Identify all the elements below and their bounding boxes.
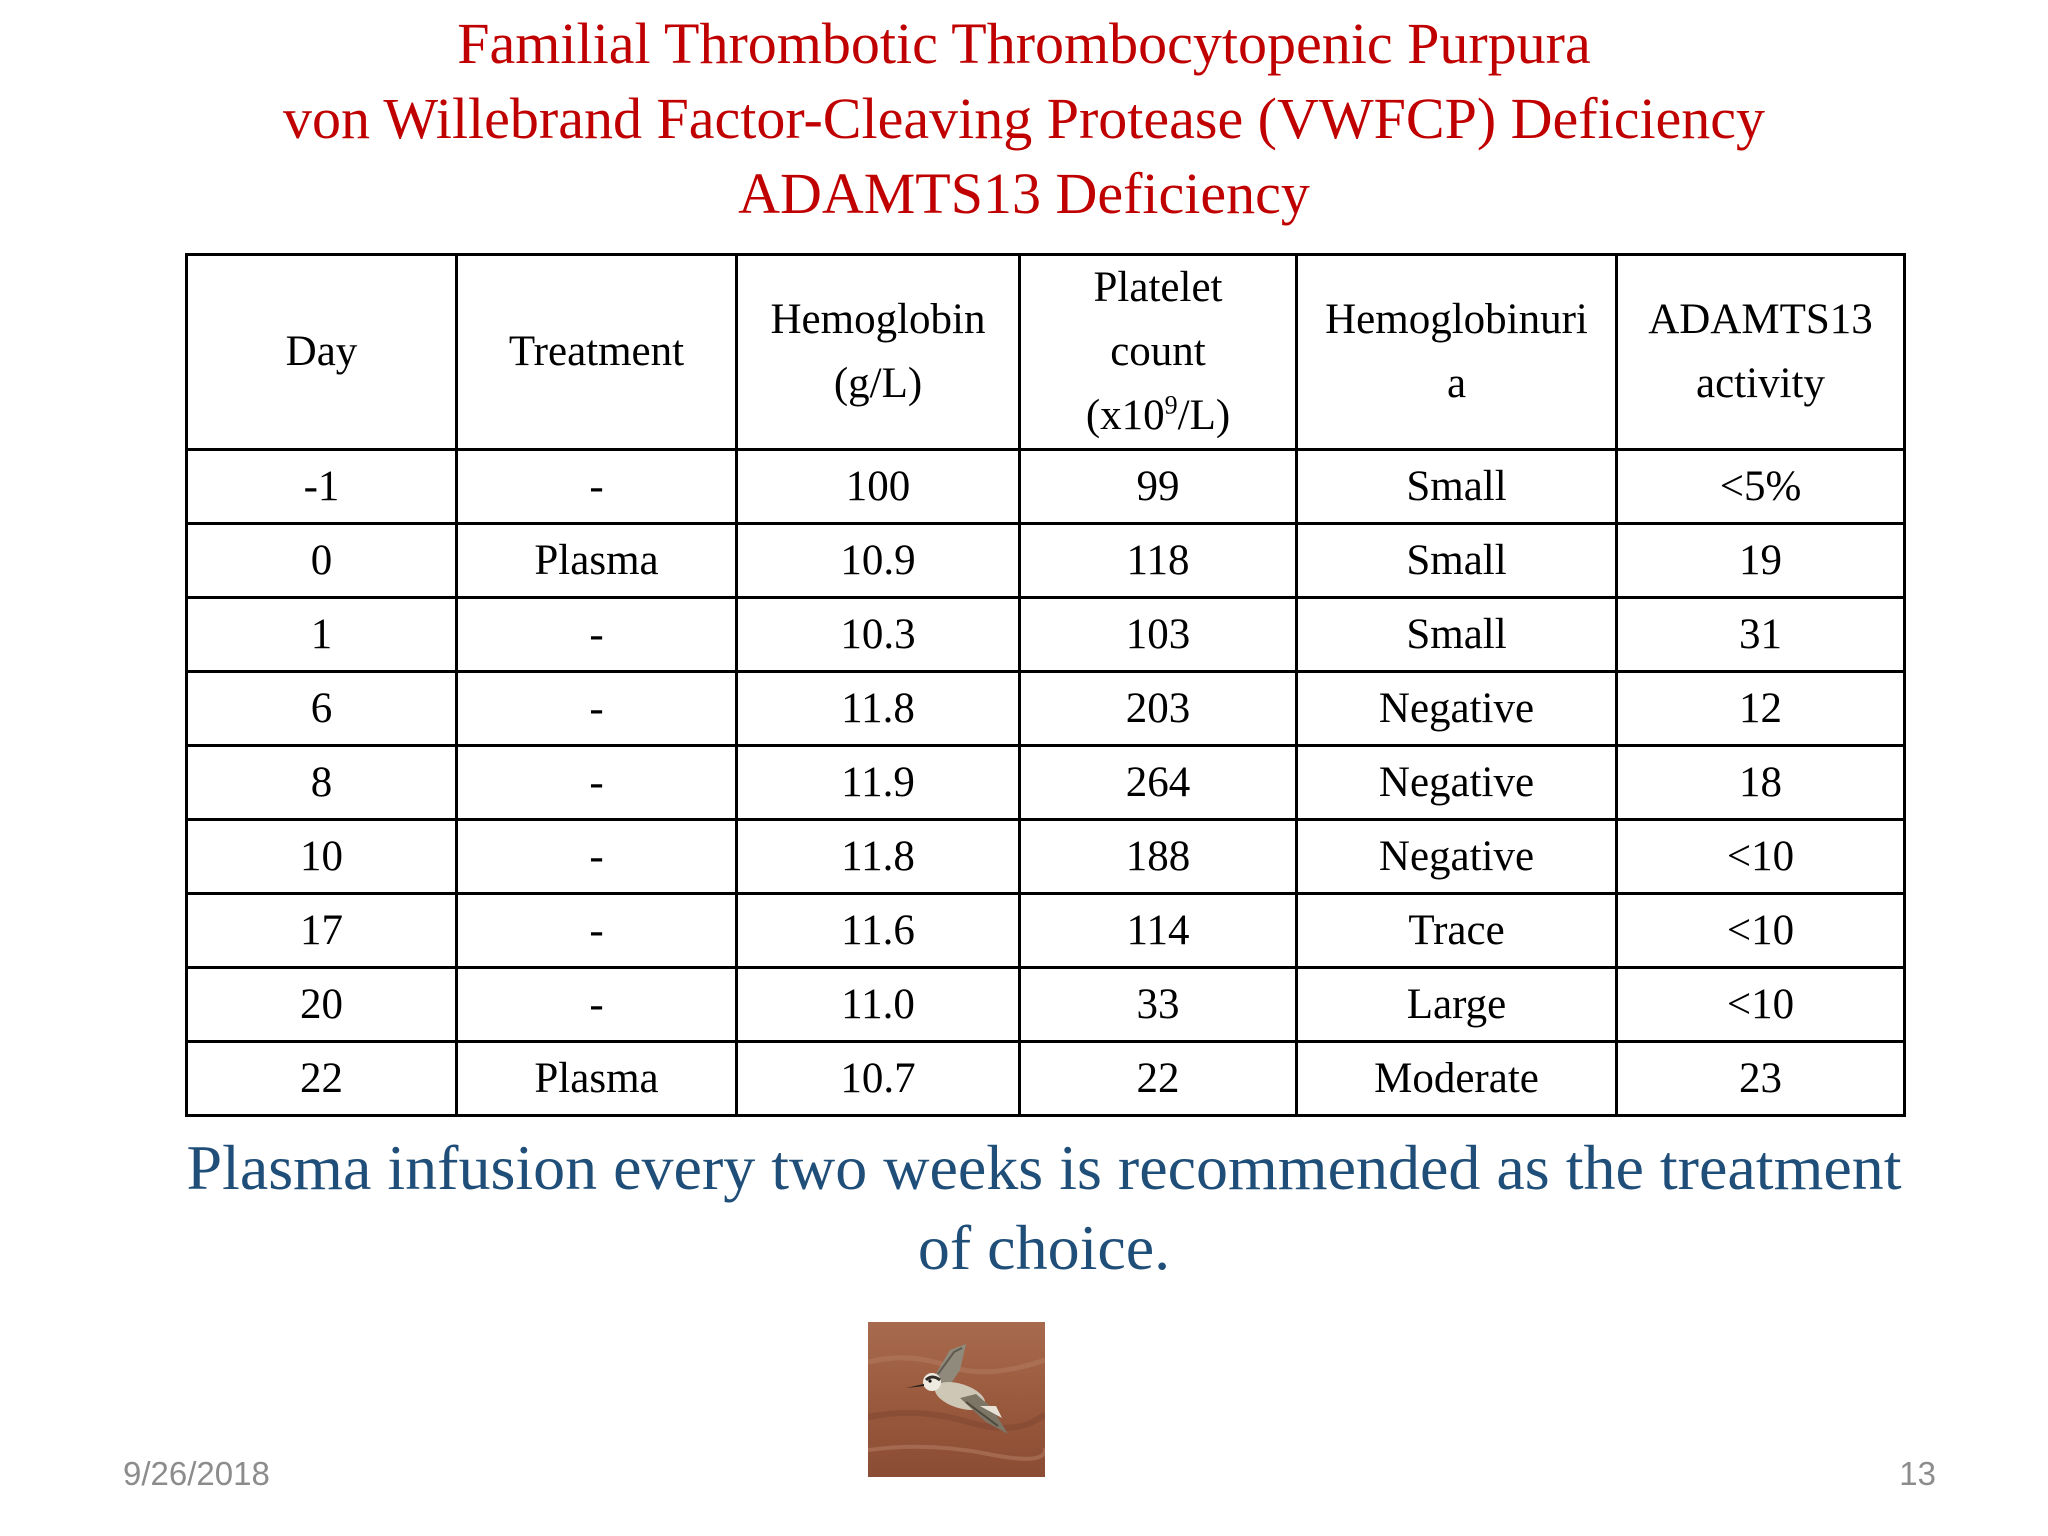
cell-treatment: - [455,670,738,747]
cell-hemoglobin: 11.9 [735,744,1021,821]
page-number: 13 [1899,1455,1936,1492]
cell-hemoglobinuria: Trace [1295,892,1618,969]
bird-photo [868,1322,1045,1477]
header-platelet-count: Platelet count (x109/L) [1018,253,1298,451]
cell-day: -1 [185,448,458,525]
cell-hemoglobin: 11.0 [735,966,1021,1043]
cell-hemoglobinuria: Negative [1295,670,1618,747]
cell-day: 6 [185,670,458,747]
footer-date: 9/26/2018 [123,1455,270,1492]
table-row: 1 - 10.3 103 Small 31 [185,596,1906,673]
table-row: 6 - 11.8 203 Negative 12 [185,670,1906,747]
cell-adamts13: 18 [1615,744,1906,821]
cell-day: 17 [185,892,458,969]
cell-treatment: - [455,596,738,673]
header-day: Day [185,253,458,451]
cell-hemoglobin: 100 [735,448,1021,525]
cell-platelet: 33 [1018,966,1298,1043]
cell-treatment: - [455,744,738,821]
cell-treatment: - [455,892,738,969]
cell-day: 0 [185,522,458,599]
table-header-row: Day Treatment Hemoglobin (g/L) Platelet … [185,253,1906,451]
cell-day: 1 [185,596,458,673]
cell-platelet: 264 [1018,744,1298,821]
cell-adamts13: 19 [1615,522,1906,599]
cell-adamts13: <10 [1615,818,1906,895]
table-row: 0 Plasma 10.9 118 Small 19 [185,522,1906,599]
cell-treatment: - [455,448,738,525]
cell-adamts13: 31 [1615,596,1906,673]
conclusion-line-2: of choice. [917,1212,1171,1283]
cell-day: 22 [185,1040,458,1117]
table-row: 8 - 11.9 264 Negative 18 [185,744,1906,821]
cell-adamts13: <10 [1615,892,1906,969]
table-row: 10 - 11.8 188 Negative <10 [185,818,1906,895]
cell-hemoglobinuria: Moderate [1295,1040,1618,1117]
cell-hemoglobin: 10.7 [735,1040,1021,1117]
slide-title: Familial Thrombotic Thrombocytopenic Pur… [0,6,2048,231]
cell-hemoglobin: 11.6 [735,892,1021,969]
cell-hemoglobinuria: Negative [1295,818,1618,895]
cell-day: 10 [185,818,458,895]
cell-platelet: 103 [1018,596,1298,673]
cell-hemoglobin: 11.8 [735,818,1021,895]
cell-day: 8 [185,744,458,821]
title-line-3: ADAMTS13 Deficiency [738,161,1310,226]
cell-hemoglobinuria: Small [1295,448,1618,525]
cell-treatment: - [455,966,738,1043]
cell-hemoglobinuria: Negative [1295,744,1618,821]
title-line-2: von Willebrand Factor-Cleaving Protease … [282,86,1766,151]
cell-treatment: Plasma [455,522,738,599]
header-adamts13-activity: ADAMTS13 activity [1615,253,1906,451]
cell-adamts13: 23 [1615,1040,1906,1117]
table-row: 17 - 11.6 114 Trace <10 [185,892,1906,969]
cell-platelet: 118 [1018,522,1298,599]
lab-results-table: Day Treatment Hemoglobin (g/L) Platelet … [185,253,1906,1117]
header-hemoglobinuria: Hemoglobinuri a [1295,253,1618,451]
cell-treatment: Plasma [455,1040,738,1117]
conclusion-text: Plasma infusion every two weeks is recom… [100,1128,1988,1288]
cell-hemoglobinuria: Small [1295,522,1618,599]
bird-in-flight-image [868,1322,1045,1477]
cell-hemoglobin: 10.3 [735,596,1021,673]
cell-adamts13: <5% [1615,448,1906,525]
cell-platelet: 188 [1018,818,1298,895]
cell-treatment: - [455,818,738,895]
table-row: 20 - 11.0 33 Large <10 [185,966,1906,1043]
cell-day: 20 [185,966,458,1043]
cell-platelet: 22 [1018,1040,1298,1117]
cell-hemoglobinuria: Large [1295,966,1618,1043]
cell-hemoglobin: 11.8 [735,670,1021,747]
cell-platelet: 203 [1018,670,1298,747]
cell-hemoglobinuria: Small [1295,596,1618,673]
cell-adamts13: 12 [1615,670,1906,747]
title-line-1: Familial Thrombotic Thrombocytopenic Pur… [457,11,1591,76]
cell-adamts13: <10 [1615,966,1906,1043]
cell-hemoglobin: 10.9 [735,522,1021,599]
cell-platelet: 114 [1018,892,1298,969]
conclusion-line-1: Plasma infusion every two weeks is recom… [186,1132,1902,1203]
cell-platelet: 99 [1018,448,1298,525]
header-treatment: Treatment [455,253,738,451]
header-hemoglobin: Hemoglobin (g/L) [735,253,1021,451]
table-row: 22 Plasma 10.7 22 Moderate 23 [185,1040,1906,1117]
table-row: -1 - 100 99 Small <5% [185,448,1906,525]
